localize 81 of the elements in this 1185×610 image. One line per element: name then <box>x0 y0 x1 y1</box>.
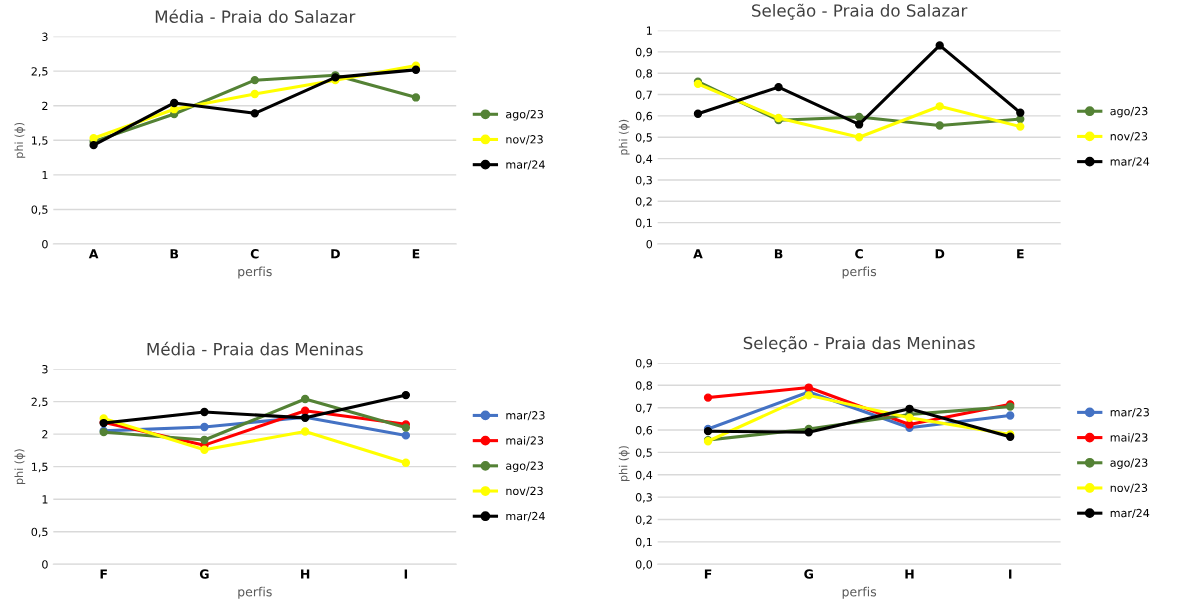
y-tick-label: 2 <box>42 430 48 439</box>
x-tick-label: I <box>404 569 408 579</box>
x-tick-label: H <box>301 569 310 579</box>
x-axis-title: perfis <box>238 266 272 279</box>
y-tick-label: 0,6 <box>635 426 653 436</box>
y-tick-label: 0,5 <box>635 448 652 458</box>
x-tick-label: E <box>1017 249 1024 259</box>
x-tick-label: G <box>199 569 209 579</box>
x-tick-label: B <box>774 249 783 259</box>
x-tick-label: F <box>704 569 712 579</box>
y-tick-label: 0 <box>42 560 48 569</box>
y-tick-label: 0,8 <box>635 381 653 391</box>
legend-label: nov/23 <box>1110 483 1148 493</box>
y-tick-label: 0,5 <box>31 205 48 215</box>
x-axis-title: perfis <box>842 586 877 599</box>
y-tick-label: 0,3 <box>635 493 652 503</box>
y-axis-title: phi (ϕ) <box>14 122 26 158</box>
legend-label: mar/24 <box>506 511 545 522</box>
x-tick-label: C <box>250 249 259 259</box>
y-tick-label: 1,5 <box>32 462 48 473</box>
legend-label: mar/23 <box>1110 408 1149 418</box>
legend-label: ago/23 <box>506 109 544 121</box>
legend-label: nov/23 <box>1110 132 1148 142</box>
legend-label: ago/23 <box>1110 458 1148 469</box>
chart-title: Seleção - Praia do Salazar <box>752 3 968 20</box>
y-tick-label: 0,1 <box>635 218 652 229</box>
x-tick-label: G <box>804 569 813 579</box>
y-tick-label: 2,5 <box>31 397 48 408</box>
y-tick-label: 1 <box>42 170 48 180</box>
y-tick-label: 0,7 <box>635 90 652 101</box>
y-tick-label: 0,4 <box>635 470 653 481</box>
y-axis-title: phi (ϕ) <box>14 449 26 484</box>
x-tick-label: H <box>905 569 914 579</box>
y-tick-label: 0,6 <box>635 111 653 122</box>
x-tick-label: E <box>412 249 420 259</box>
chart-title: Seleção - Praia das Meninas <box>743 336 975 353</box>
y-tick-label: 0,2 <box>635 515 652 526</box>
y-tick-label: 1 <box>42 495 48 504</box>
y-tick-label: 2 <box>42 101 48 110</box>
x-tick-label: D <box>331 249 340 259</box>
y-tick-label: 3 <box>42 32 48 41</box>
y-tick-label: 0 <box>646 239 653 249</box>
legend-label: mai/23 <box>1110 433 1148 443</box>
y-tick-label: 1 <box>646 26 652 35</box>
y-tick-label: 0,2 <box>635 197 652 207</box>
y-axis-title: phi (ϕ) <box>618 119 630 155</box>
x-axis-title: perfis <box>238 586 272 599</box>
x-tick-label: I <box>1009 569 1012 579</box>
legend-label: mar/24 <box>1110 157 1150 167</box>
x-tick-label: A <box>88 249 99 259</box>
y-tick-label: 0,9 <box>635 358 653 369</box>
x-tick-label: C <box>855 249 863 259</box>
x-tick-label: B <box>170 249 179 259</box>
chart-title: Média - Praia do Salazar <box>155 9 356 23</box>
legend-label: mai/23 <box>506 436 544 446</box>
chart-title: Média - Praia das Meninas <box>147 341 363 356</box>
x-tick-label: D <box>935 249 945 259</box>
y-tick-label: 0,9 <box>635 47 653 58</box>
y-tick-label: 0,4 <box>635 154 653 165</box>
x-axis-title: perfis <box>842 266 877 279</box>
legend-label: mar/24 <box>506 160 545 170</box>
legend-label: mar/23 <box>506 411 545 421</box>
legend-label: nov/23 <box>506 135 543 145</box>
y-tick-label: 2,5 <box>31 67 48 77</box>
y-tick-label: 0,1 <box>635 537 652 548</box>
y-tick-label: 0,5 <box>635 133 652 143</box>
y-tick-label: 0,0 <box>635 560 653 570</box>
y-tick-label: 0,8 <box>635 69 653 79</box>
legend-label: ago/23 <box>506 461 544 473</box>
y-tick-label: 0 <box>42 239 48 249</box>
y-tick-label: 0,7 <box>635 403 652 414</box>
y-tick-label: 0,3 <box>635 175 652 186</box>
legend-label: nov/23 <box>506 486 543 496</box>
y-tick-label: 1,5 <box>32 136 48 146</box>
y-tick-label: 3 <box>42 365 48 374</box>
y-axis-title: phi (ϕ) <box>618 446 630 481</box>
x-tick-label: F <box>100 569 107 579</box>
y-tick-label: 0,5 <box>31 527 48 538</box>
legend-label: mar/24 <box>1110 508 1150 519</box>
legend-label: ago/23 <box>1110 106 1148 118</box>
x-tick-label: A <box>693 249 703 259</box>
